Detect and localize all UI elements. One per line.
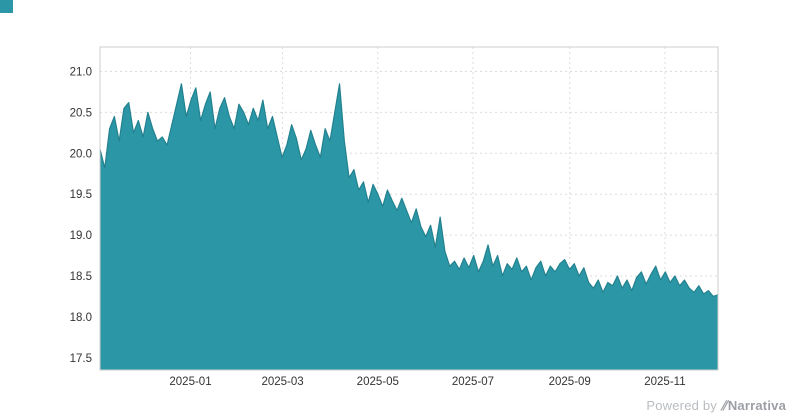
x-tick-label: 2025-01 — [169, 376, 211, 388]
narrativa-logo-icon: ⫽ — [720, 398, 727, 413]
y-tick-label: 19.0 — [70, 230, 92, 242]
brand-name: Narrativa — [727, 398, 786, 413]
y-tick-label: 20.5 — [70, 107, 92, 119]
plot-border — [99, 46, 719, 371]
y-tick-label: 21.0 — [70, 67, 92, 79]
watermark: Powered by ⫽Narrativa — [646, 398, 786, 414]
y-tick-label: 19.5 — [70, 189, 92, 201]
y-tick-label: 17.5 — [70, 353, 92, 365]
x-tick-label: 2025-05 — [357, 376, 399, 388]
x-tick-label: 2025-11 — [644, 376, 685, 388]
area-series-fill — [100, 83, 718, 371]
y-tick-label: 18.0 — [70, 312, 92, 324]
x-tick-label: 2025-03 — [261, 376, 303, 388]
powered-by-label: Powered by — [646, 398, 718, 413]
area-series-line — [99, 83, 719, 298]
y-tick-label: 18.5 — [70, 271, 92, 283]
y-tick-label: 20.0 — [70, 148, 92, 160]
x-tick-label: 2025-07 — [452, 376, 494, 388]
x-tick-label: 2025-09 — [549, 376, 591, 388]
corner-brand-square — [0, 0, 13, 13]
